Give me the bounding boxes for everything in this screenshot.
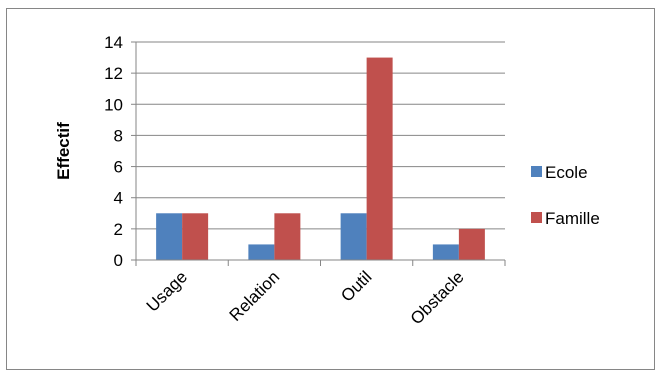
legend-label-ecole: Ecole: [545, 163, 588, 182]
bar-famille-outil: [366, 57, 393, 261]
x-tick-label: Relation: [226, 267, 284, 325]
axes-group: [131, 41, 506, 266]
y-tick-label: 8: [114, 126, 123, 145]
bar-ecole-relation: [248, 244, 275, 260]
bar-ecole-usage: [156, 213, 183, 260]
tick-labels-group: 0 2 4 6 8 10 12 14 Usage Relation Outil Obstacle: [104, 33, 468, 328]
x-tick-label: Obstacle: [407, 267, 468, 328]
legend-swatch-ecole: [531, 166, 542, 177]
legend-swatch-famille: [531, 212, 542, 223]
y-tick-label: 6: [114, 158, 123, 177]
bar-famille-usage: [182, 213, 209, 260]
x-tick-label: Usage: [143, 267, 191, 315]
bar-famille-relation: [274, 213, 301, 260]
y-tick-label: 4: [114, 189, 123, 208]
grid-lines: [136, 41, 505, 230]
y-tick-label: 0: [114, 251, 123, 270]
bar-ecole-obstacle: [432, 244, 459, 260]
y-tick-label: 10: [104, 95, 123, 114]
x-tick-label: Outil: [337, 267, 375, 305]
y-tick-label: 12: [104, 64, 123, 83]
bar-famille-obstacle: [458, 228, 485, 260]
y-tick-label: 2: [114, 220, 123, 239]
y-tick-label: 14: [104, 33, 123, 52]
bar-ecole-outil: [340, 213, 367, 260]
legend-label-famille: Famille: [545, 209, 600, 228]
chart-frame: [6, 8, 655, 370]
legend: Ecole Famille: [531, 163, 600, 228]
bars-group: [156, 57, 485, 261]
y-axis-label: Effectif: [54, 122, 73, 180]
